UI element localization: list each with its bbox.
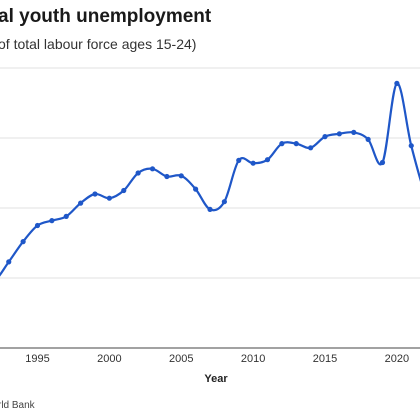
data-point <box>92 191 98 197</box>
data-point <box>365 136 371 142</box>
data-point <box>250 160 256 166</box>
data-point <box>236 157 242 163</box>
data-point <box>135 170 141 176</box>
data-point <box>34 222 41 229</box>
data-point <box>6 259 12 265</box>
data-point <box>279 141 285 147</box>
data-point <box>221 199 227 205</box>
data-point <box>336 131 342 137</box>
data-point <box>408 143 414 149</box>
data-point <box>379 159 386 166</box>
x-tick-label: 2005 <box>169 353 193 365</box>
data-point <box>193 186 199 192</box>
data-point <box>106 195 112 201</box>
data-point <box>164 173 170 180</box>
data-point <box>178 173 184 179</box>
data-points <box>6 80 414 265</box>
x-axis-ticks: 1995 2000 2005 2010 2015 2020 <box>25 353 409 365</box>
data-point <box>207 206 213 212</box>
data-point <box>264 157 271 163</box>
x-tick-label: 2000 <box>97 353 121 365</box>
data-point <box>49 218 55 224</box>
data-point <box>293 141 299 147</box>
chart-title: al youth unemployment <box>0 6 212 27</box>
x-tick-label: 2010 <box>241 353 265 365</box>
data-point <box>78 200 84 206</box>
data-point <box>394 80 400 86</box>
x-tick-label: 1995 <box>25 353 49 365</box>
data-point <box>308 145 314 151</box>
source-note: rld Bank <box>0 400 35 411</box>
data-point <box>351 129 357 135</box>
data-point <box>121 187 127 194</box>
data-point <box>149 166 156 172</box>
x-tick-label: 2015 <box>313 353 337 365</box>
chart-subtitle: of total labour force ages 15-24) <box>0 36 197 52</box>
series-line <box>0 82 420 277</box>
x-axis-title: Year <box>204 373 228 385</box>
data-point <box>322 134 328 140</box>
x-tick-label: 2020 <box>385 353 409 365</box>
data-point <box>63 213 69 219</box>
data-point <box>20 239 26 245</box>
